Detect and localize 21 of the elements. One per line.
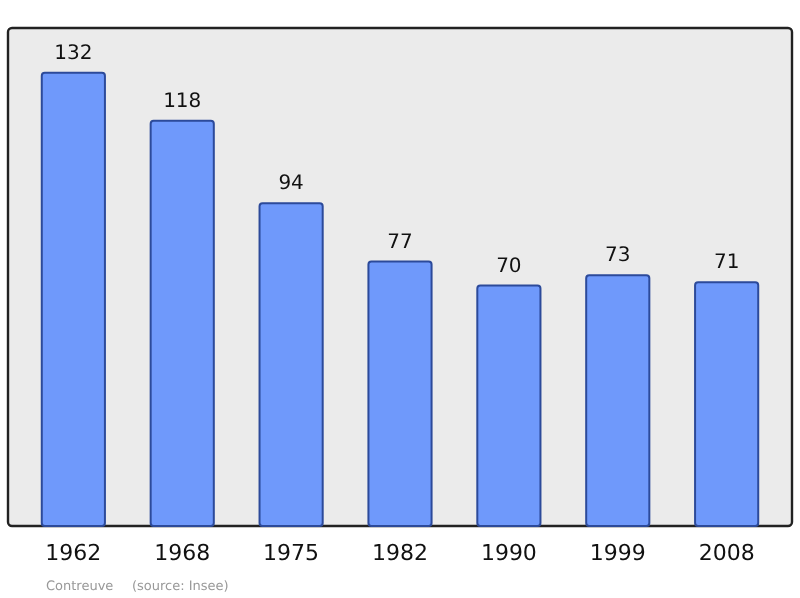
data-label: 132 (54, 42, 93, 65)
x-tick-label: 1990 (480, 539, 537, 566)
bar (149, 119, 215, 527)
bar (40, 71, 106, 527)
bar (694, 281, 760, 527)
bar (585, 274, 651, 527)
x-tick-label: 1999 (589, 539, 646, 566)
x-tick-label: 1962 (45, 539, 102, 566)
data-label: 73 (605, 245, 631, 268)
x-tick-label: 2008 (698, 539, 755, 566)
data-label: 70 (496, 255, 522, 278)
data-label: 94 (278, 173, 304, 196)
x-tick-label: 1968 (154, 539, 211, 566)
data-label: 118 (163, 90, 202, 113)
bar (367, 260, 433, 527)
bar (258, 202, 324, 527)
data-label: 71 (713, 252, 740, 275)
data-label: 77 (387, 231, 413, 254)
bar (476, 284, 542, 527)
x-tick-label: 1975 (263, 539, 320, 566)
x-tick-label: 1982 (372, 539, 428, 566)
